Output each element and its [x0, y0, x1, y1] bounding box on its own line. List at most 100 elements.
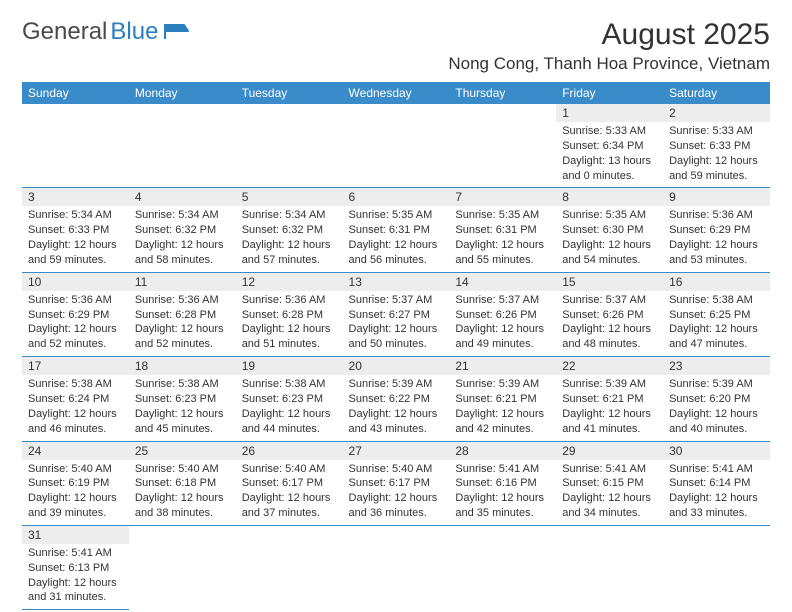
calendar-cell: 19Sunrise: 5:38 AMSunset: 6:23 PMDayligh…	[236, 357, 343, 441]
calendar-cell	[236, 104, 343, 188]
calendar-cell: 1Sunrise: 5:33 AMSunset: 6:34 PMDaylight…	[556, 104, 663, 188]
calendar-cell: 13Sunrise: 5:37 AMSunset: 6:27 PMDayligh…	[343, 272, 450, 356]
day-body: Sunrise: 5:37 AMSunset: 6:26 PMDaylight:…	[556, 291, 663, 356]
calendar-cell	[343, 525, 450, 609]
day-number: 24	[22, 442, 129, 460]
day-number: 29	[556, 442, 663, 460]
day-body: Sunrise: 5:34 AMSunset: 6:32 PMDaylight:…	[236, 206, 343, 271]
logo-text-general: General	[22, 18, 107, 46]
calendar-cell	[343, 104, 450, 188]
weekday-header: Friday	[556, 82, 663, 104]
day-body: Sunrise: 5:36 AMSunset: 6:29 PMDaylight:…	[663, 206, 770, 271]
logo-text-blue: Blue	[110, 18, 158, 46]
calendar-cell: 8Sunrise: 5:35 AMSunset: 6:30 PMDaylight…	[556, 188, 663, 272]
logo: General Blue	[22, 18, 190, 46]
calendar-cell	[129, 104, 236, 188]
calendar-row: 24Sunrise: 5:40 AMSunset: 6:19 PMDayligh…	[22, 441, 770, 525]
calendar-cell: 3Sunrise: 5:34 AMSunset: 6:33 PMDaylight…	[22, 188, 129, 272]
header: General Blue August 2025 Nong Cong, Than…	[22, 18, 770, 74]
calendar-cell: 12Sunrise: 5:36 AMSunset: 6:28 PMDayligh…	[236, 272, 343, 356]
day-body: Sunrise: 5:39 AMSunset: 6:22 PMDaylight:…	[343, 375, 450, 440]
page-title: August 2025	[448, 18, 770, 52]
calendar-cell: 7Sunrise: 5:35 AMSunset: 6:31 PMDaylight…	[449, 188, 556, 272]
calendar-cell: 14Sunrise: 5:37 AMSunset: 6:26 PMDayligh…	[449, 272, 556, 356]
day-body: Sunrise: 5:38 AMSunset: 6:23 PMDaylight:…	[129, 375, 236, 440]
calendar-row: 10Sunrise: 5:36 AMSunset: 6:29 PMDayligh…	[22, 272, 770, 356]
day-number: 17	[22, 357, 129, 375]
calendar-cell: 30Sunrise: 5:41 AMSunset: 6:14 PMDayligh…	[663, 441, 770, 525]
day-body: Sunrise: 5:40 AMSunset: 6:19 PMDaylight:…	[22, 460, 129, 525]
day-body: Sunrise: 5:41 AMSunset: 6:15 PMDaylight:…	[556, 460, 663, 525]
calendar-cell	[663, 525, 770, 609]
weekday-header-row: Sunday Monday Tuesday Wednesday Thursday…	[22, 82, 770, 104]
day-number: 25	[129, 442, 236, 460]
weekday-header: Monday	[129, 82, 236, 104]
day-body: Sunrise: 5:35 AMSunset: 6:31 PMDaylight:…	[343, 206, 450, 271]
day-number: 9	[663, 188, 770, 206]
calendar-cell: 23Sunrise: 5:39 AMSunset: 6:20 PMDayligh…	[663, 357, 770, 441]
day-body: Sunrise: 5:34 AMSunset: 6:33 PMDaylight:…	[22, 206, 129, 271]
day-body: Sunrise: 5:38 AMSunset: 6:25 PMDaylight:…	[663, 291, 770, 356]
day-body: Sunrise: 5:36 AMSunset: 6:28 PMDaylight:…	[236, 291, 343, 356]
day-body: Sunrise: 5:40 AMSunset: 6:18 PMDaylight:…	[129, 460, 236, 525]
calendar-cell: 31Sunrise: 5:41 AMSunset: 6:13 PMDayligh…	[22, 525, 129, 609]
day-body: Sunrise: 5:41 AMSunset: 6:14 PMDaylight:…	[663, 460, 770, 525]
calendar-cell: 6Sunrise: 5:35 AMSunset: 6:31 PMDaylight…	[343, 188, 450, 272]
title-block: August 2025 Nong Cong, Thanh Hoa Provinc…	[448, 18, 770, 74]
day-number: 16	[663, 273, 770, 291]
day-number: 28	[449, 442, 556, 460]
calendar-cell: 21Sunrise: 5:39 AMSunset: 6:21 PMDayligh…	[449, 357, 556, 441]
calendar-cell: 27Sunrise: 5:40 AMSunset: 6:17 PMDayligh…	[343, 441, 450, 525]
calendar-row: 3Sunrise: 5:34 AMSunset: 6:33 PMDaylight…	[22, 188, 770, 272]
calendar-cell	[22, 104, 129, 188]
calendar-row: 31Sunrise: 5:41 AMSunset: 6:13 PMDayligh…	[22, 525, 770, 609]
calendar-cell: 11Sunrise: 5:36 AMSunset: 6:28 PMDayligh…	[129, 272, 236, 356]
calendar-cell: 2Sunrise: 5:33 AMSunset: 6:33 PMDaylight…	[663, 104, 770, 188]
day-body: Sunrise: 5:35 AMSunset: 6:30 PMDaylight:…	[556, 206, 663, 271]
day-number: 8	[556, 188, 663, 206]
day-number: 19	[236, 357, 343, 375]
calendar-body: 1Sunrise: 5:33 AMSunset: 6:34 PMDaylight…	[22, 104, 770, 610]
calendar-row: 17Sunrise: 5:38 AMSunset: 6:24 PMDayligh…	[22, 357, 770, 441]
day-number: 12	[236, 273, 343, 291]
day-body: Sunrise: 5:33 AMSunset: 6:34 PMDaylight:…	[556, 122, 663, 187]
day-number: 26	[236, 442, 343, 460]
calendar-cell: 10Sunrise: 5:36 AMSunset: 6:29 PMDayligh…	[22, 272, 129, 356]
calendar-cell: 9Sunrise: 5:36 AMSunset: 6:29 PMDaylight…	[663, 188, 770, 272]
day-body: Sunrise: 5:36 AMSunset: 6:29 PMDaylight:…	[22, 291, 129, 356]
day-number: 11	[129, 273, 236, 291]
day-body: Sunrise: 5:37 AMSunset: 6:26 PMDaylight:…	[449, 291, 556, 356]
day-number: 2	[663, 104, 770, 122]
calendar-cell: 28Sunrise: 5:41 AMSunset: 6:16 PMDayligh…	[449, 441, 556, 525]
day-number: 14	[449, 273, 556, 291]
calendar-cell: 20Sunrise: 5:39 AMSunset: 6:22 PMDayligh…	[343, 357, 450, 441]
calendar-table: Sunday Monday Tuesday Wednesday Thursday…	[22, 82, 770, 610]
weekday-header: Saturday	[663, 82, 770, 104]
calendar-cell: 18Sunrise: 5:38 AMSunset: 6:23 PMDayligh…	[129, 357, 236, 441]
calendar-cell: 16Sunrise: 5:38 AMSunset: 6:25 PMDayligh…	[663, 272, 770, 356]
day-body: Sunrise: 5:41 AMSunset: 6:16 PMDaylight:…	[449, 460, 556, 525]
day-number: 5	[236, 188, 343, 206]
day-body: Sunrise: 5:39 AMSunset: 6:21 PMDaylight:…	[449, 375, 556, 440]
calendar-cell: 17Sunrise: 5:38 AMSunset: 6:24 PMDayligh…	[22, 357, 129, 441]
day-number: 10	[22, 273, 129, 291]
day-number: 13	[343, 273, 450, 291]
calendar-cell: 26Sunrise: 5:40 AMSunset: 6:17 PMDayligh…	[236, 441, 343, 525]
day-number: 15	[556, 273, 663, 291]
location: Nong Cong, Thanh Hoa Province, Vietnam	[448, 54, 770, 74]
day-number: 6	[343, 188, 450, 206]
weekday-header: Wednesday	[343, 82, 450, 104]
day-number: 20	[343, 357, 450, 375]
day-number: 4	[129, 188, 236, 206]
day-body: Sunrise: 5:34 AMSunset: 6:32 PMDaylight:…	[129, 206, 236, 271]
day-body: Sunrise: 5:39 AMSunset: 6:20 PMDaylight:…	[663, 375, 770, 440]
day-body: Sunrise: 5:40 AMSunset: 6:17 PMDaylight:…	[236, 460, 343, 525]
calendar-cell: 25Sunrise: 5:40 AMSunset: 6:18 PMDayligh…	[129, 441, 236, 525]
calendar-cell: 4Sunrise: 5:34 AMSunset: 6:32 PMDaylight…	[129, 188, 236, 272]
calendar-cell	[236, 525, 343, 609]
day-body: Sunrise: 5:37 AMSunset: 6:27 PMDaylight:…	[343, 291, 450, 356]
calendar-row: 1Sunrise: 5:33 AMSunset: 6:34 PMDaylight…	[22, 104, 770, 188]
weekday-header: Thursday	[449, 82, 556, 104]
flag-icon	[164, 23, 190, 41]
weekday-header: Sunday	[22, 82, 129, 104]
